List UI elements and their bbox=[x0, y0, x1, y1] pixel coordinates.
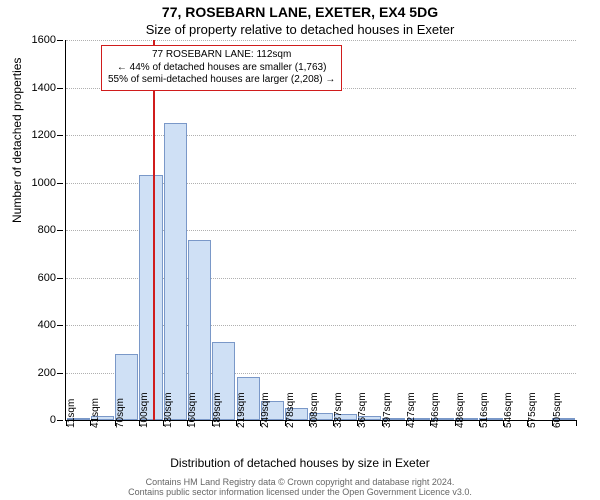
footer-line-1: Contains HM Land Registry data © Crown c… bbox=[146, 477, 455, 487]
chart-subtitle: Size of property relative to detached ho… bbox=[0, 22, 600, 37]
gridline-h bbox=[66, 135, 576, 136]
y-tick-label: 0 bbox=[50, 414, 56, 426]
y-tick bbox=[57, 40, 63, 41]
y-tick-label: 1200 bbox=[32, 129, 56, 141]
x-tick-label: 605sqm bbox=[552, 392, 563, 428]
y-tick-label: 400 bbox=[38, 319, 56, 331]
x-axis-label: Distribution of detached houses by size … bbox=[0, 456, 600, 470]
y-tick bbox=[57, 183, 63, 184]
x-tick-label: 308sqm bbox=[309, 392, 320, 428]
gridline-h bbox=[66, 40, 576, 41]
annotation-line: 55% of semi-detached houses are larger (… bbox=[108, 74, 335, 87]
y-tick bbox=[57, 420, 63, 421]
plot-area: 11sqm41sqm70sqm100sqm130sqm160sqm189sqm2… bbox=[65, 40, 576, 421]
y-tick-label: 1400 bbox=[32, 82, 56, 94]
y-tick bbox=[57, 278, 63, 279]
histogram-bar bbox=[139, 175, 162, 420]
y-axis-label: Number of detached properties bbox=[10, 58, 24, 223]
chart-footer: Contains HM Land Registry data © Crown c… bbox=[0, 478, 600, 498]
annotation-line: 77 ROSEBARN LANE: 112sqm bbox=[108, 49, 335, 62]
x-tick-label: 397sqm bbox=[382, 392, 393, 428]
chart-container: 77, ROSEBARN LANE, EXETER, EX4 5DG Size … bbox=[0, 0, 600, 500]
x-tick-label: 486sqm bbox=[455, 392, 466, 428]
x-tick-label: 546sqm bbox=[503, 392, 514, 428]
y-tick bbox=[57, 135, 63, 136]
x-tick-label: 41sqm bbox=[90, 398, 101, 428]
y-tick-label: 800 bbox=[38, 224, 56, 236]
x-tick-label: 249sqm bbox=[260, 392, 271, 428]
y-tick bbox=[57, 373, 63, 374]
chart-title: 77, ROSEBARN LANE, EXETER, EX4 5DG bbox=[0, 4, 600, 20]
histogram-bar bbox=[164, 123, 187, 420]
annotation-line: ← 44% of detached houses are smaller (1,… bbox=[108, 62, 335, 75]
x-tick-label: 337sqm bbox=[333, 392, 344, 428]
footer-line-2: Contains public sector information licen… bbox=[128, 487, 472, 497]
x-tick-label: 189sqm bbox=[212, 392, 223, 428]
x-tick-label: 427sqm bbox=[406, 392, 417, 428]
y-tick-label: 200 bbox=[38, 367, 56, 379]
x-tick-label: 160sqm bbox=[187, 392, 198, 428]
x-tick-label: 575sqm bbox=[527, 392, 538, 428]
y-tick-label: 1600 bbox=[32, 34, 56, 46]
y-tick-label: 600 bbox=[38, 272, 56, 284]
x-tick-label: 11sqm bbox=[66, 399, 77, 428]
x-tick-label: 278sqm bbox=[285, 392, 296, 428]
y-tick-label: 1000 bbox=[32, 177, 56, 189]
x-tick-label: 516sqm bbox=[479, 392, 490, 428]
x-tick-label: 70sqm bbox=[115, 398, 126, 428]
annotation-box: 77 ROSEBARN LANE: 112sqm← 44% of detache… bbox=[101, 45, 342, 91]
y-tick bbox=[57, 88, 63, 89]
x-tick-label: 100sqm bbox=[139, 392, 150, 428]
x-tick-label: 367sqm bbox=[357, 392, 368, 428]
y-tick bbox=[57, 325, 63, 326]
x-tick bbox=[576, 420, 577, 426]
x-tick-label: 130sqm bbox=[163, 392, 174, 428]
y-tick bbox=[57, 230, 63, 231]
x-tick-label: 219sqm bbox=[236, 392, 247, 428]
x-tick-label: 456sqm bbox=[430, 392, 441, 428]
property-marker-line bbox=[153, 40, 155, 420]
